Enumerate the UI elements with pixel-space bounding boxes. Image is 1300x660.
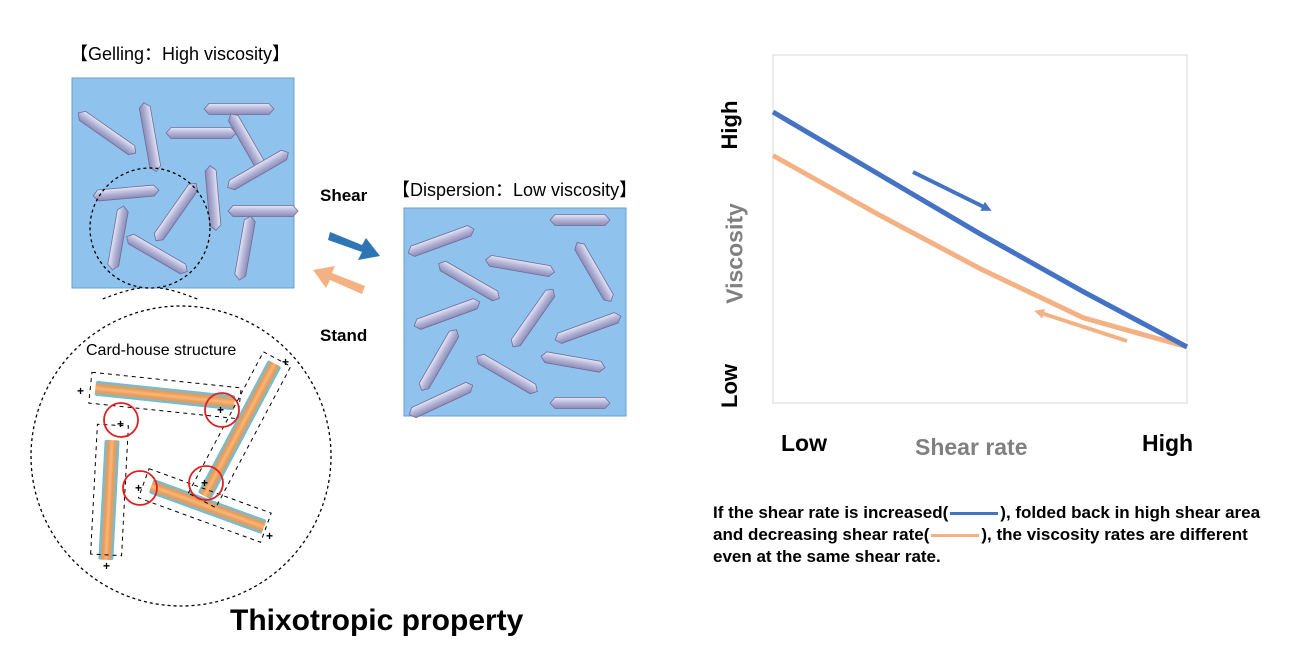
dispersion-rod xyxy=(549,397,611,409)
gelling-rod xyxy=(227,149,289,191)
shear-arrow xyxy=(328,232,380,260)
dispersion-rod xyxy=(413,298,481,330)
gelling-rod xyxy=(204,165,222,231)
decrease-direction-arrow xyxy=(1034,309,1128,343)
main-title: Thixotropic property xyxy=(230,604,524,637)
svg-text:+: + xyxy=(77,384,84,398)
explanation-note: If the shear rate is increased(), folded… xyxy=(713,502,1273,568)
gelling-particles xyxy=(77,101,299,281)
increase-direction-arrow xyxy=(912,170,992,211)
dispersion-rod xyxy=(476,353,538,395)
dispersion-rod xyxy=(574,242,614,302)
svg-text:+: + xyxy=(201,476,208,490)
dispersion-particles xyxy=(407,214,622,419)
contact-circles xyxy=(103,392,240,506)
gelling-rod xyxy=(107,205,129,271)
x-axis-label: Shear rate xyxy=(915,434,1028,460)
x-tick-low: Low xyxy=(781,430,827,456)
chart-plot-area xyxy=(772,54,1188,404)
cardhouse-circle xyxy=(30,305,332,607)
increasing-shear-line xyxy=(771,109,1189,350)
gelling-rod xyxy=(153,182,199,242)
decrease-line-swatch xyxy=(931,534,980,538)
gelling-rod xyxy=(165,127,237,139)
y-tick-high: High xyxy=(717,100,742,150)
zoom-connector xyxy=(99,287,201,301)
gelling-rod xyxy=(138,101,162,173)
chart-lines xyxy=(771,109,1189,350)
svg-text:+: + xyxy=(135,481,142,495)
note-part3: ), the viscosity rates are different eve… xyxy=(713,525,1248,566)
dispersion-rod xyxy=(407,225,475,257)
charge-signs: + + + + + + + + xyxy=(77,355,289,573)
gelling-rod xyxy=(77,110,137,156)
increase-line-swatch xyxy=(950,512,999,516)
dispersion-rod xyxy=(510,288,556,348)
stand-label: Stand xyxy=(320,326,368,345)
svg-text:+: + xyxy=(217,403,224,417)
gelling-rod xyxy=(234,215,256,281)
dispersion-rod xyxy=(408,381,474,419)
svg-text:+: + xyxy=(103,559,110,573)
gelling-rod xyxy=(227,205,299,217)
note-part1: If the shear rate is increased( xyxy=(713,503,949,522)
gelling-rod xyxy=(126,233,188,275)
dispersion-rod xyxy=(438,260,500,302)
dispersion-title: 【Dispersion：Low viscosity】 xyxy=(392,180,638,200)
dispersion-rod xyxy=(554,312,622,344)
y-tick-low: Low xyxy=(717,364,742,408)
svg-text:+: + xyxy=(117,417,124,431)
svg-text:+: + xyxy=(282,355,289,369)
dispersion-rod xyxy=(549,214,611,226)
svg-text:+: + xyxy=(266,529,273,543)
cardhouse-plates xyxy=(88,351,292,561)
decreasing-shear-line xyxy=(771,153,1188,350)
dispersion-rod xyxy=(484,254,556,278)
gelling-rod xyxy=(92,184,160,202)
x-tick-high: High xyxy=(1142,430,1194,456)
note-part2: ), folded back in high shear area and de… xyxy=(713,503,1261,544)
cardhouse-label: Card-house structure xyxy=(86,342,237,359)
gelling-rod xyxy=(203,103,275,115)
shear-label: Shear xyxy=(320,186,368,205)
dispersion-rod xyxy=(540,351,606,373)
gelling-title: 【Gelling：High viscosity】 xyxy=(70,44,291,64)
dispersion-rod xyxy=(418,329,460,391)
stand-arrow xyxy=(313,266,365,294)
zoom-circle xyxy=(89,167,211,289)
y-axis-label: Viscosity xyxy=(721,203,748,304)
